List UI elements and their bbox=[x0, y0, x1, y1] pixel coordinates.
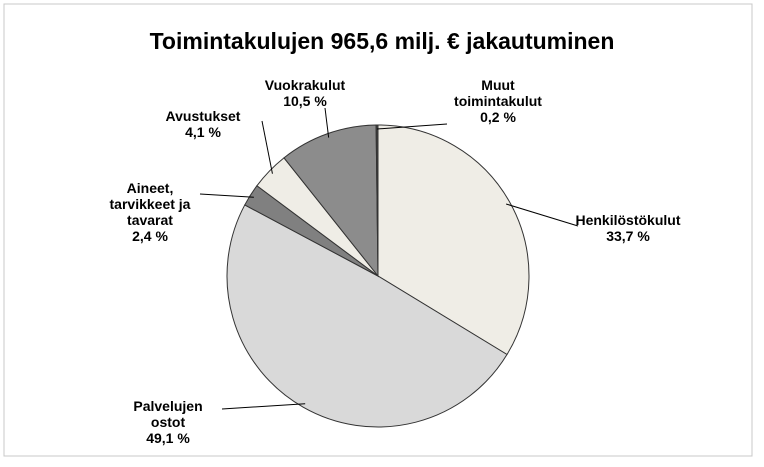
leader-line bbox=[505, 203, 579, 227]
slice-label: Muut toimintakulut 0,2 % bbox=[443, 77, 553, 125]
category-label: Henkilöstökulut bbox=[575, 212, 681, 228]
category-label: Palvelujen ostot bbox=[133, 398, 203, 430]
slice-label: Vuokrakulut 10,5 % bbox=[250, 77, 360, 109]
leader-line bbox=[261, 120, 273, 174]
pie-slice bbox=[283, 124, 379, 278]
category-label: Avustukset bbox=[165, 108, 241, 124]
pie-slice bbox=[375, 124, 379, 277]
slice-label: Aineet, tarvikkeet ja tavarat 2,4 % bbox=[95, 180, 205, 244]
leader-line bbox=[221, 403, 306, 410]
leader-line bbox=[377, 123, 448, 130]
slice-label: Avustukset 4,1 % bbox=[153, 108, 253, 140]
slice-label: Palvelujen ostot 49,1 % bbox=[118, 398, 218, 446]
value-label: 2,4 % bbox=[132, 228, 168, 244]
leader-line bbox=[199, 193, 254, 198]
value-label: 33,7 % bbox=[606, 228, 650, 244]
category-label: Vuokrakulut bbox=[264, 77, 346, 93]
category-label: Muut toimintakulut bbox=[454, 77, 542, 109]
slice-label: Henkilöstökulut 33,7 % bbox=[563, 212, 693, 244]
category-label: Aineet, tarvikkeet ja tavarat bbox=[109, 180, 191, 228]
frame bbox=[3, 3, 753, 457]
value-label: 49,1 % bbox=[146, 430, 190, 446]
pie-slice bbox=[377, 124, 530, 356]
pie-slice bbox=[226, 204, 508, 428]
value-label: 10,5 % bbox=[283, 93, 327, 109]
chart-title: Toimintakulujen 965,6 milj. € jakautumin… bbox=[149, 28, 615, 54]
value-label: 0,2 % bbox=[480, 109, 516, 125]
value-label: 4,1 % bbox=[185, 124, 221, 140]
leader-line bbox=[324, 107, 330, 138]
